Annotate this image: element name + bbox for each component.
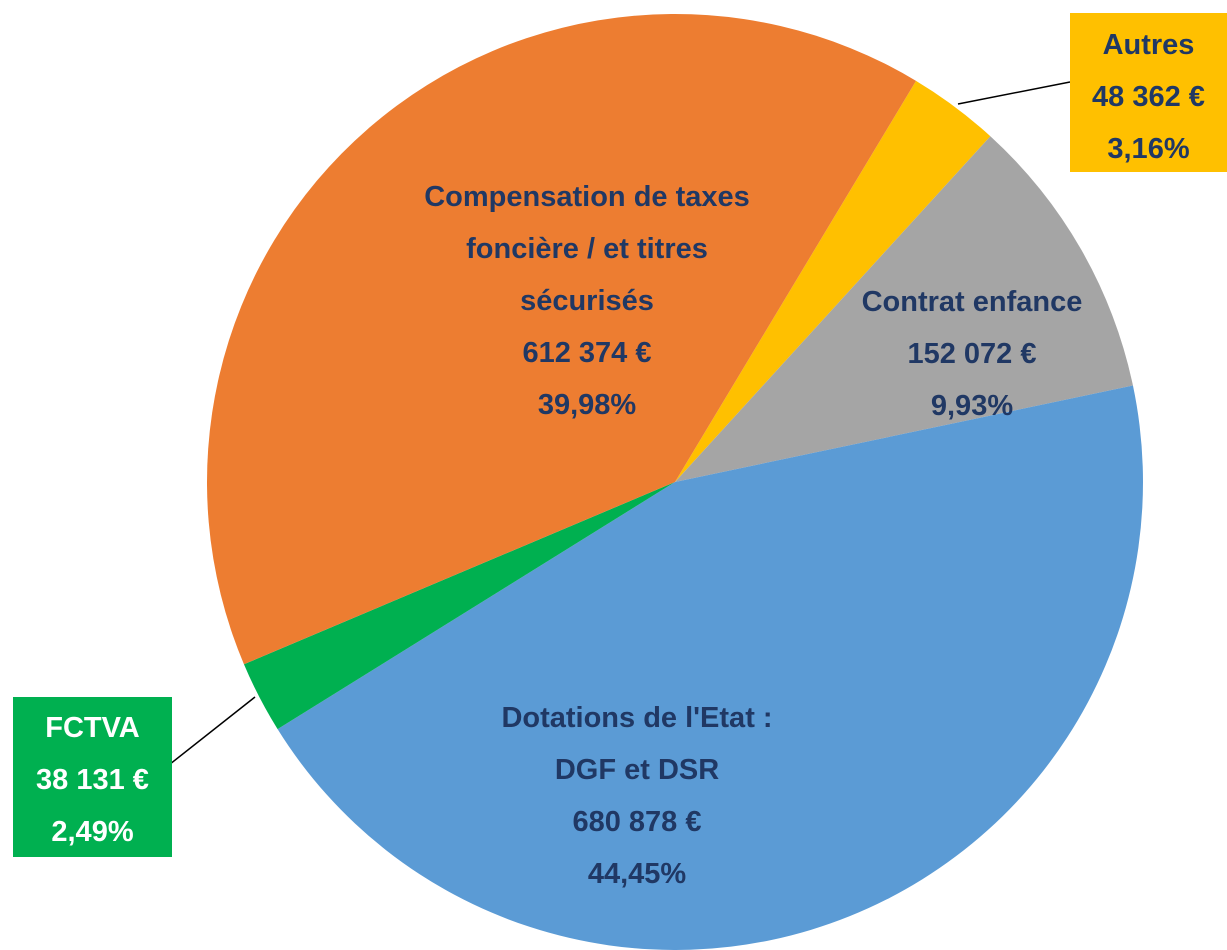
label-box [13,697,172,857]
slice-label: Autres 48 362 € 3,16% [1070,19,1227,175]
pie-slice [675,136,1133,482]
slice-label: Compensation de taxes foncière / et titr… [417,171,757,431]
pie-slice [243,482,675,730]
slice-label: Dotations de l'Etat : DGF et DSR 680 878… [467,692,807,900]
slice-label: Contrat enfance 152 072 € 9,93% [812,276,1132,432]
percent-label: 44,45% [587,858,687,890]
category-label: Contrat enfance [861,286,1083,318]
value-label: 48 362 € [1092,81,1205,113]
category-label: FCTVA [45,712,140,744]
pie-slice [277,385,1143,950]
pie-slice [675,80,991,482]
percent-label: 39,98% [537,389,637,421]
slice-label: FCTVA 38 131 € 2,49% [13,702,172,858]
value-label: 680 878 € [572,806,702,838]
percent-label: 3,16% [1107,133,1190,165]
category-label: Autres [1102,29,1195,61]
leader-line [159,696,256,773]
label-box [1070,13,1227,172]
value-label: 38 131 € [36,764,149,796]
pie-slice [206,13,917,665]
value-label: 152 072 € [907,338,1037,370]
percent-label: 2,49% [51,816,134,848]
category-label: Compensation de taxes foncière / et titr… [424,181,750,317]
value-label: 612 374 € [522,337,652,369]
percent-label: 9,93% [930,390,1014,422]
leader-line [957,81,1071,105]
category-label: Dotations de l'Etat : DGF et DSR [501,702,773,786]
